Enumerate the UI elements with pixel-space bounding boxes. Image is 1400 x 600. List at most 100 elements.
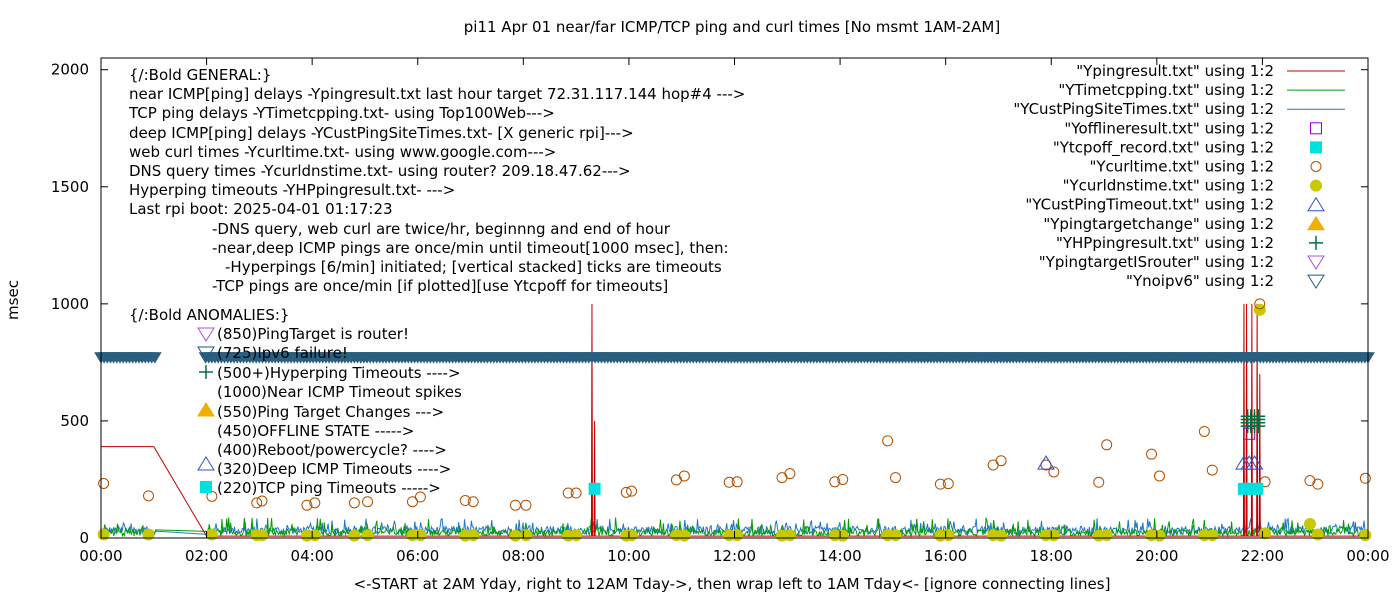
annotation-line: {/:Bold GENERAL:}	[129, 66, 271, 84]
y-tick-label: 0	[79, 529, 89, 547]
curl-time-point	[256, 495, 268, 507]
legend-label: "Ynoipv6" using 1:2	[1126, 272, 1274, 290]
curl-time-point	[942, 478, 954, 490]
dns-time-point	[1311, 528, 1324, 541]
annotation-line: (500+)Hyperping Timeouts ---->	[217, 364, 461, 382]
axes: 0 500 1000 1500 2000 00:00 02:00 04:00 06:00 08:0…	[51, 58, 1390, 565]
deep-icmp-timeout-point	[1245, 455, 1264, 470]
dns-time-point	[519, 529, 532, 542]
annotation-line: -near,deep ICMP pings are once/min until…	[212, 239, 729, 257]
dns-time-point	[995, 529, 1008, 542]
dns-time-point	[509, 529, 522, 542]
legend-label: "Ypingresult.txt" using 1:2	[1076, 62, 1274, 80]
legend-marker	[1310, 161, 1322, 172]
curl-time-point	[467, 496, 479, 508]
annotation-line: {/:Bold ANOMALIES:}	[129, 306, 289, 324]
dns-time-point	[348, 529, 361, 542]
annotation-block: {/:Bold GENERAL:}near ICMP[ping] delays …	[128, 66, 745, 497]
curl-time-point	[784, 468, 796, 480]
dns-time-point	[1359, 529, 1372, 542]
x-tick-label: 08:00	[502, 547, 545, 565]
curl-time-point	[934, 478, 946, 490]
dns-time-point	[942, 529, 955, 542]
x-tick-label: 18:00	[1030, 547, 1073, 565]
legend-marker	[1310, 122, 1322, 135]
curl-time-point	[509, 499, 521, 511]
dns-time-point	[836, 529, 849, 542]
annotation-line: Hyperping timeouts -YHPpingresult.txt- -…	[129, 181, 455, 199]
dns-time-point	[1206, 529, 1219, 542]
x-tick-label: 00:00	[79, 547, 122, 565]
legend-label: "Yofflineresult.txt" using 1:2	[1064, 119, 1274, 137]
curl-time-point	[670, 474, 682, 486]
anomaly-deep-timeout-marker	[197, 456, 215, 471]
x-tick-label: 04:00	[291, 547, 334, 565]
dns-time-point	[1100, 529, 1113, 542]
curl-time-point	[995, 455, 1007, 467]
dns-time-point	[1303, 517, 1316, 530]
curl-time-point	[301, 499, 313, 511]
annotation-line: (1000)Near ICMP Timeout spikes	[217, 383, 462, 401]
dns-time-point	[1253, 303, 1266, 316]
curl-time-point	[1254, 298, 1266, 310]
anomaly-router-marker	[197, 327, 215, 342]
legend-label: "YTimetcpping.txt" using 1:2	[1058, 81, 1274, 99]
curl-time-point	[1312, 478, 1324, 490]
legend-marker	[1310, 179, 1322, 192]
curl-time-point	[837, 473, 849, 485]
curl-time-point	[723, 476, 735, 488]
curl-time-point	[309, 497, 321, 509]
anomaly-tcp-timeout-marker	[200, 481, 212, 493]
dns-time-point	[361, 529, 374, 542]
annotation-line: (320)Deep ICMP Timeouts ---->	[217, 460, 451, 478]
y-tick-label: 1000	[51, 295, 89, 313]
series-near-icmp-line	[101, 303, 1368, 537]
anomaly-target-change-marker	[197, 402, 215, 417]
y-tick-label: 500	[60, 412, 89, 430]
curl-time-point	[251, 497, 263, 509]
x-tick-label: 06:00	[396, 547, 439, 565]
deep-icmp-timeout-point	[1037, 455, 1055, 470]
curl-time-point	[1359, 472, 1371, 484]
curl-time-point	[987, 459, 999, 471]
offline-point	[1243, 427, 1256, 440]
curl-time-point	[626, 485, 638, 497]
curl-time-point	[1093, 476, 1105, 488]
annotation-line: (400)Reboot/powercycle? ---->	[217, 441, 447, 459]
y-tick-label: 2000	[51, 61, 89, 79]
dns-time-point	[142, 528, 155, 541]
x-tick-label: 02:00	[185, 547, 228, 565]
annotation-line: (725)Ipv6 failure!	[217, 344, 348, 362]
legend-label: "YHPpingresult.txt" using 1:2	[1056, 234, 1274, 252]
curl-time-point	[890, 472, 902, 484]
curl-time-point	[829, 476, 841, 488]
legend-label: "YCustPingSiteTimes.txt" using 1:2	[1013, 100, 1274, 118]
dns-time-point	[256, 529, 269, 542]
curl-time-point	[1198, 425, 1210, 437]
anomaly-hyperping-marker	[199, 365, 213, 379]
annotation-line: TCP ping delays -YTimetcpping.txt- using…	[128, 104, 555, 122]
annotation-line: -Hyperpings [6/min] initiated; [vertical…	[225, 258, 722, 276]
annotation-line: -TCP pings are once/min [if plotted][use…	[212, 277, 668, 295]
dns-time-point	[889, 529, 902, 542]
curl-time-point	[620, 486, 632, 498]
legend-marker	[1307, 255, 1325, 270]
curl-time-point	[348, 497, 360, 509]
curl-time-point	[1153, 470, 1165, 482]
series-layer	[94, 298, 1375, 542]
annotation-line: (450)OFFLINE STATE ----->	[217, 422, 414, 440]
annotation-line: -DNS query, web curl are twice/hr, begin…	[212, 220, 671, 238]
curl-time-point	[406, 496, 418, 508]
curl-time-point	[1146, 448, 1158, 460]
dns-time-point	[783, 529, 796, 542]
curl-time-point	[414, 491, 426, 503]
legend-label: "Ycurldnstime.txt" using 1:2	[1063, 177, 1274, 195]
chart-title: pi11 Apr 01 near/far ICMP/TCP ping and c…	[464, 18, 1000, 36]
noipv6-marker	[147, 352, 162, 364]
curl-time-point	[731, 476, 743, 488]
curl-time-point	[1304, 475, 1316, 487]
curl-time-point	[1259, 476, 1271, 488]
curl-time-point	[562, 487, 574, 499]
tcp-timeout-point	[1251, 482, 1264, 495]
